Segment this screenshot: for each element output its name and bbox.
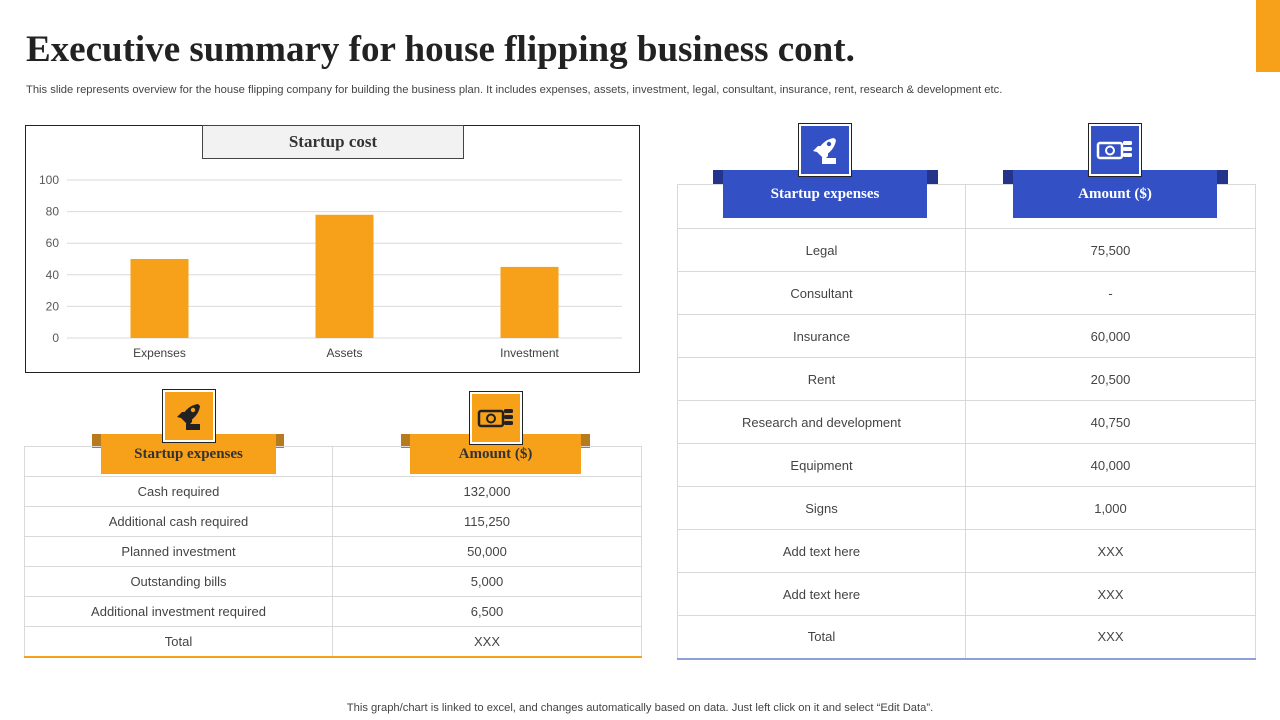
rocket-icon bbox=[801, 126, 849, 174]
row-item-cell: Equipment bbox=[677, 443, 966, 487]
right-header-amount: Amount ($) bbox=[1013, 170, 1217, 218]
row-amount-cell: 50,000 bbox=[332, 536, 642, 567]
table-row: Add text here XXX bbox=[677, 529, 1256, 573]
right-money-icon-box bbox=[1088, 123, 1142, 177]
right-table: Legal 75,500 Consultant - Insurance 60,000 Ren… bbox=[677, 184, 1256, 660]
left-rocket-icon-box bbox=[162, 389, 216, 443]
row-item-cell: Add text here bbox=[677, 572, 966, 616]
money-icon bbox=[472, 394, 520, 442]
footer-note: This graph/chart is linked to excel, and… bbox=[346, 702, 934, 714]
table-row: Cash required 132,000 bbox=[24, 476, 642, 507]
table-row: Total XXX bbox=[24, 626, 642, 657]
right-rocket-icon-box bbox=[798, 123, 852, 177]
table-row: Equipment 40,000 bbox=[677, 443, 1256, 487]
table-row: Planned investment 50,000 bbox=[24, 536, 642, 567]
row-amount-cell: 5,000 bbox=[332, 566, 642, 597]
x-tick-label: Investment bbox=[500, 346, 559, 360]
row-amount-cell: 40,750 bbox=[965, 400, 1256, 444]
right-header-startup-expenses: Startup expenses bbox=[723, 170, 927, 218]
startup-cost-chart[interactable]: 0 20 40 60 80 100 Expenses Assets Investment bbox=[25, 160, 640, 370]
row-item-cell: Additional investment required bbox=[24, 596, 333, 627]
table-row: Outstanding bills 5,000 bbox=[24, 566, 642, 597]
row-item-cell: Total bbox=[24, 626, 333, 657]
table-row: Insurance 60,000 bbox=[677, 314, 1256, 358]
bar-assets[interactable] bbox=[315, 214, 374, 338]
row-item-cell: Total bbox=[677, 615, 966, 659]
table-row: Consultant - bbox=[677, 271, 1256, 315]
left-money-icon-box bbox=[469, 391, 523, 445]
table-row: Additional investment required 6,500 bbox=[24, 596, 642, 627]
table-row: Add text here XXX bbox=[677, 572, 1256, 616]
y-tick-label: 60 bbox=[46, 236, 60, 250]
x-tick-label: Assets bbox=[326, 346, 362, 360]
bar-investment[interactable] bbox=[500, 266, 559, 338]
table-row: Research and development 40,750 bbox=[677, 400, 1256, 444]
row-amount-cell: XXX bbox=[965, 615, 1256, 659]
row-amount-cell: 40,000 bbox=[965, 443, 1256, 487]
table-row: Rent 20,500 bbox=[677, 357, 1256, 401]
row-item-cell: Add text here bbox=[677, 529, 966, 573]
money-icon bbox=[1091, 126, 1139, 174]
y-tick-label: 40 bbox=[46, 268, 60, 282]
row-item-cell: Signs bbox=[677, 486, 966, 530]
row-amount-cell: XXX bbox=[965, 529, 1256, 573]
table-row: Additional cash required 115,250 bbox=[24, 506, 642, 537]
bar-expenses[interactable] bbox=[130, 259, 189, 338]
row-amount-cell: 75,500 bbox=[965, 228, 1256, 272]
row-amount-cell: 20,500 bbox=[965, 357, 1256, 401]
y-tick-label: 100 bbox=[39, 173, 59, 187]
chart-title: Startup cost bbox=[202, 125, 464, 159]
row-amount-cell: XXX bbox=[965, 572, 1256, 616]
left-table: Cash required 132,000 Additional cash requ… bbox=[24, 446, 642, 658]
row-item-cell: Consultant bbox=[677, 271, 966, 315]
table-row: Legal 75,500 bbox=[677, 228, 1256, 272]
row-amount-cell: 115,250 bbox=[332, 506, 642, 537]
row-item-cell: Rent bbox=[677, 357, 966, 401]
row-item-cell: Additional cash required bbox=[24, 506, 333, 537]
table-row: Total XXX bbox=[677, 615, 1256, 659]
y-tick-label: 0 bbox=[52, 331, 59, 345]
page-title: Executive summary for house flipping bus… bbox=[26, 29, 855, 70]
x-tick-label: Expenses bbox=[133, 346, 186, 360]
row-amount-cell: 6,500 bbox=[332, 596, 642, 627]
row-item-cell: Insurance bbox=[677, 314, 966, 358]
row-amount-cell: 60,000 bbox=[965, 314, 1256, 358]
accent-bar bbox=[1256, 0, 1280, 72]
page-subtitle: This slide represents overview for the h… bbox=[26, 84, 1003, 96]
row-amount-cell: 132,000 bbox=[332, 476, 642, 507]
row-item-cell: Planned investment bbox=[24, 536, 333, 567]
row-item-cell: Outstanding bills bbox=[24, 566, 333, 597]
row-item-cell: Research and development bbox=[677, 400, 966, 444]
row-item-cell: Legal bbox=[677, 228, 966, 272]
y-tick-label: 20 bbox=[46, 299, 60, 313]
rocket-icon bbox=[165, 392, 213, 440]
row-amount-cell: - bbox=[965, 271, 1256, 315]
row-item-cell: Cash required bbox=[24, 476, 333, 507]
row-amount-cell: XXX bbox=[332, 626, 642, 657]
y-tick-label: 80 bbox=[46, 205, 60, 219]
table-row: Signs 1,000 bbox=[677, 486, 1256, 530]
row-amount-cell: 1,000 bbox=[965, 486, 1256, 530]
